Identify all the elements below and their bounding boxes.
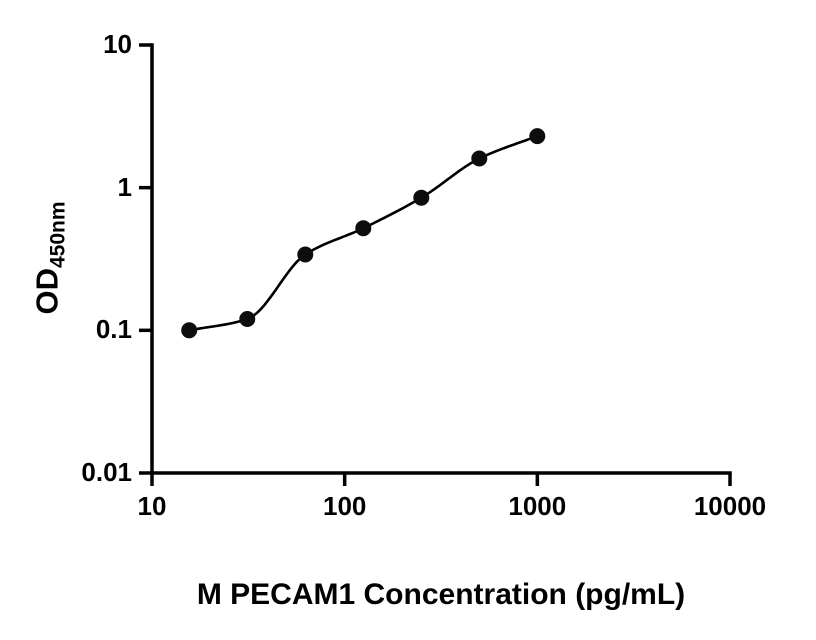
x-tick-label: 100 [322, 491, 367, 521]
x-axis-title: M PECAM1 Concentration (pg/mL) [196, 578, 686, 611]
y-axis-title: OD450nm [30, 201, 71, 314]
data-point [355, 220, 372, 237]
data-point [413, 189, 430, 206]
x-tick-label: 10 [137, 491, 167, 521]
y-tick-label: 1 [117, 171, 132, 202]
x-tick-label: 10000 [693, 491, 767, 521]
data-point [471, 150, 488, 167]
x-tick-label: 1000 [508, 491, 567, 521]
y-tick-label: 0.01 [81, 456, 132, 487]
data-point [239, 311, 256, 327]
y-tick-label: 10 [103, 28, 132, 59]
y-axis-title-main: OD [29, 268, 65, 315]
data-point [181, 322, 198, 339]
y-axis-title-subscript: 450nm [46, 201, 70, 269]
data-point [297, 246, 314, 263]
y-tick-label: 0.1 [95, 313, 132, 344]
data-point [529, 128, 546, 145]
